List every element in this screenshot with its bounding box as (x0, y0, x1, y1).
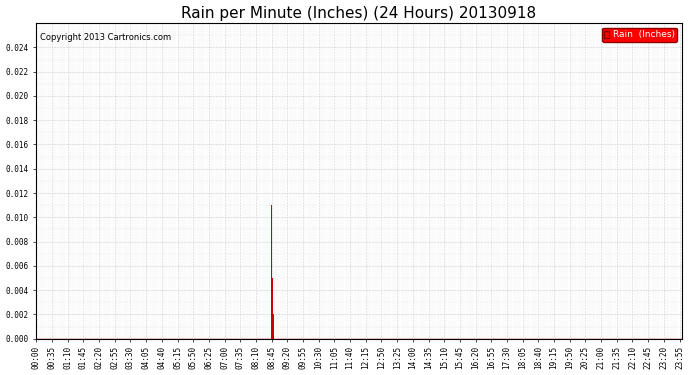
Title: Rain per Minute (Inches) (24 Hours) 20130918: Rain per Minute (Inches) (24 Hours) 2013… (181, 6, 537, 21)
Legend: Rain  (Inches): Rain (Inches) (602, 28, 678, 42)
Text: Copyright 2013 Cartronics.com: Copyright 2013 Cartronics.com (39, 33, 170, 42)
